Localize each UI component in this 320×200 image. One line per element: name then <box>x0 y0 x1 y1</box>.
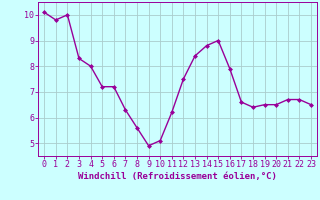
X-axis label: Windchill (Refroidissement éolien,°C): Windchill (Refroidissement éolien,°C) <box>78 172 277 181</box>
